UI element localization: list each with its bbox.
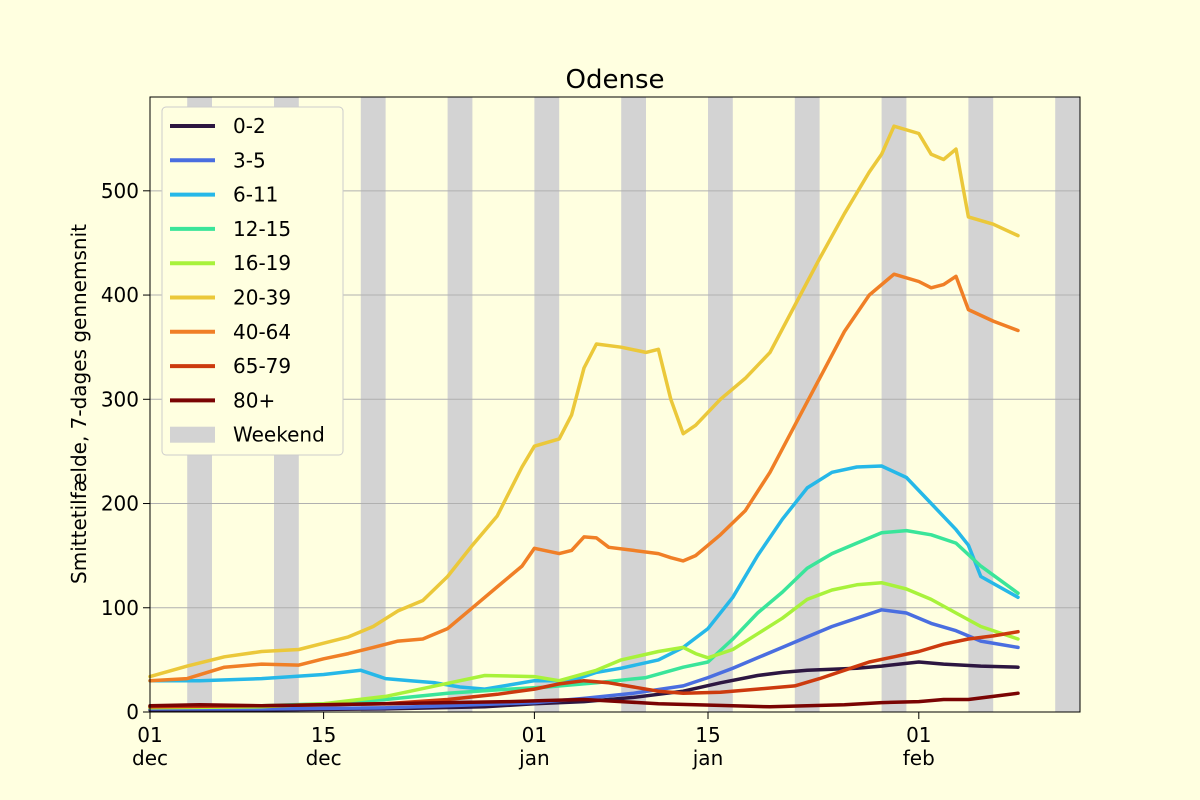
series-lines	[148, 124, 1020, 712]
series-line-80+	[148, 691, 1020, 709]
series-line-16-19	[148, 580, 1020, 710]
series-line-40-64	[148, 272, 1020, 683]
weekend-band	[534, 97, 560, 712]
series-line-3-5	[148, 608, 1020, 711]
legend: 0-2 3-5 6-11 12-15 16-19 20-39 40-64 65-79 80+ We…	[161, 106, 344, 456]
legend-label: 80+	[233, 388, 275, 412]
legend-label: 3-5	[233, 148, 266, 172]
y-tick-label: 0	[126, 700, 139, 724]
y-ticks: 0 100 200 300 400 500	[101, 179, 150, 724]
legend-label: 16-19	[233, 251, 291, 275]
x-tick-month: dec	[306, 746, 342, 770]
x-tick-month: jan	[518, 746, 550, 770]
y-tick-label: 300	[101, 387, 139, 411]
y-tick-label: 500	[101, 179, 139, 203]
x-tick-month: feb	[903, 746, 935, 770]
legend-label: 0-2	[233, 114, 266, 138]
series-line-12-15	[148, 528, 1020, 709]
legend-label: 6-11	[233, 183, 278, 207]
x-tick-month: jan	[692, 746, 724, 770]
weekend-band	[968, 97, 994, 712]
chart-title: Odense	[566, 65, 665, 95]
legend-label: 40-64	[233, 320, 291, 344]
weekend-band	[360, 97, 386, 712]
series-line-6-11	[148, 464, 1020, 691]
series-line-0-2	[148, 660, 1020, 712]
x-tick-day: 01	[906, 723, 931, 747]
legend-label-weekend: Weekend	[233, 423, 325, 447]
legend-label: 12-15	[233, 217, 291, 241]
y-tick-label: 200	[101, 492, 139, 516]
weekend-band	[621, 97, 646, 712]
x-tick-month: dec	[132, 746, 168, 770]
legend-label: 20-39	[233, 286, 291, 310]
legend-label: 65-79	[233, 354, 291, 378]
plot-frame	[149, 96, 1081, 713]
weekend-band	[881, 97, 907, 712]
y-tick-label: 100	[101, 596, 139, 620]
y-axis-label: Smittetilfælde, 7-dages gennemsnit	[67, 224, 91, 584]
x-tick-day: 15	[695, 723, 720, 747]
x-tick-day: 15	[311, 723, 336, 747]
x-tick-day: 01	[137, 723, 162, 747]
series-line-65-79	[148, 629, 1020, 709]
weekend-band	[1055, 97, 1080, 712]
series-line-20-39	[148, 124, 1020, 679]
legend-swatch-weekend	[170, 426, 215, 443]
x-tick-day: 01	[522, 723, 547, 747]
y-tick-label: 400	[101, 283, 139, 307]
weekend-band	[708, 97, 733, 712]
